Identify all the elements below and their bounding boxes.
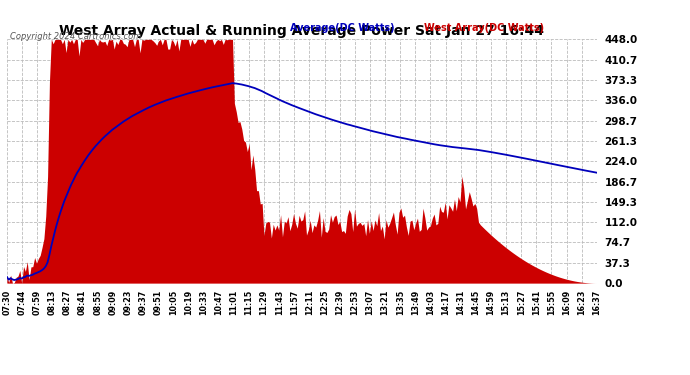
Text: Copyright 2024 Cartronics.com: Copyright 2024 Cartronics.com bbox=[10, 32, 141, 41]
Text: Average(DC Watts): Average(DC Watts) bbox=[290, 23, 395, 33]
Title: West Array Actual & Running Average Power Sat Jan 27 16:44: West Array Actual & Running Average Powe… bbox=[59, 24, 544, 38]
Text: West Array(DC Watts): West Array(DC Watts) bbox=[424, 23, 544, 33]
